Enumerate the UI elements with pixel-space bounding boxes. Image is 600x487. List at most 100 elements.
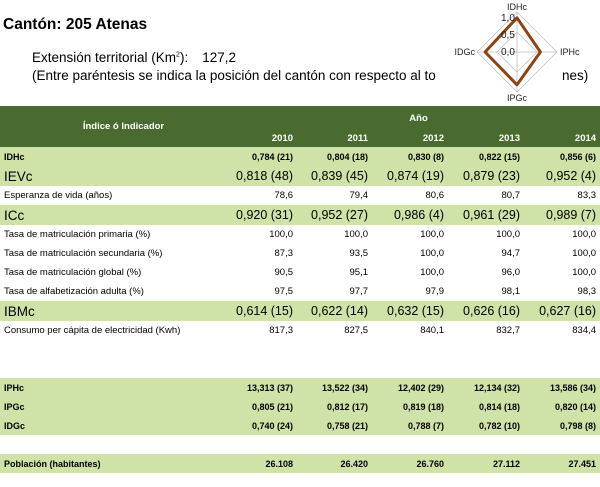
year-header-row: 2010 2011 2012 2013 2014: [0, 130, 600, 147]
row-value: 0,788 (7): [372, 416, 448, 435]
table-row: IBMc 0,614 (15) 0,622 (14) 0,632 (15) 0,626 …: [0, 301, 600, 321]
row-value: 0,804 (18): [297, 147, 372, 166]
year-2013: 2013: [448, 130, 524, 147]
row-value: 0,952 (4): [524, 166, 600, 186]
row-value: 0,798 (8): [524, 416, 600, 435]
table-row: IDGc 0,740 (24) 0,758 (21) 0,788 (7) 0,782 (…: [0, 416, 600, 435]
row-value: 0,626 (16): [448, 301, 524, 321]
row-value: 94,7: [501, 248, 521, 259]
row-value: 13,586 (34): [524, 378, 600, 397]
radar-tick-3: 0,0: [501, 47, 515, 58]
row-value: 0,782 (10): [448, 416, 524, 435]
table-row: Población (habitantes) 26.108 26.420 26.760…: [0, 454, 600, 473]
row-value: 97,7: [349, 286, 369, 297]
row-value: 98,1: [501, 286, 521, 297]
row-value: 0,814 (18): [448, 397, 524, 416]
row-value: 100,0: [269, 229, 293, 240]
row-value: 80,7: [501, 190, 521, 201]
spacer-cell: [0, 435, 600, 454]
row-value: 100,0: [344, 229, 368, 240]
row-value: 0,632 (15): [372, 301, 448, 321]
row-value: 0,820 (14): [524, 397, 600, 416]
row-value: 0,830 (8): [372, 147, 448, 166]
table-row: Esperanza de vida (años) 78,6 79,4 80,6 80,7…: [0, 186, 600, 205]
row-label: Tasa de matriculación global (%): [4, 267, 142, 278]
row-value: 0,986 (4): [372, 205, 448, 225]
row-value: 80,6: [425, 190, 445, 201]
row-label: ICc: [0, 205, 221, 225]
table-row: IEVc 0,818 (48) 0,839 (45) 0,874 (19) 0,879 …: [0, 166, 600, 186]
table-row: IDHc 0,784 (21) 0,804 (18) 0,830 (8) 0,822 (…: [0, 147, 600, 166]
radar-tick-2: 0,5: [501, 30, 515, 41]
row-value: 827,5: [344, 325, 368, 336]
row-value: 0,920 (31): [221, 205, 297, 225]
extension-unit-superscript: 2: [176, 51, 180, 59]
row-value: 0,812 (17): [297, 397, 372, 416]
radar-ring-inner: [496, 31, 538, 73]
radar-axis-label-idhc: IDHc: [507, 2, 527, 12]
row-value: 12,402 (29): [372, 378, 448, 397]
spacer-row: [0, 435, 600, 454]
radar-axis-label-iphc: IPHc: [560, 47, 580, 57]
table-row: Tasa de matriculación global (%) 90,5 95,1…: [0, 263, 600, 282]
row-value: 0,952 (27): [297, 205, 372, 225]
row-label: IBMc: [0, 301, 221, 321]
row-value: 0,839 (45): [297, 166, 372, 186]
row-value: 96,0: [501, 267, 521, 278]
row-value: 78,6: [274, 190, 294, 201]
extension-value: 127,2: [202, 50, 236, 65]
row-value: 0,874 (19): [372, 166, 448, 186]
year-header: Año: [221, 106, 600, 130]
row-value: 100,0: [572, 267, 597, 278]
table-row: Tasa de matriculación primaria (%) 100,0 1…: [0, 225, 600, 244]
row-label: Esperanza de vida (años): [4, 190, 113, 201]
row-value: 26.108: [221, 454, 297, 473]
year-2014: 2014: [524, 130, 600, 147]
row-label: Tasa de matriculación secundaria (%): [4, 248, 163, 259]
row-value: 87,3: [274, 248, 294, 259]
spacer-row: [0, 359, 600, 378]
table-row: Consumo per cápita de electricidad (Kwh)…: [0, 321, 600, 340]
row-value: 100,0: [496, 229, 520, 240]
row-value: 832,7: [496, 325, 520, 336]
row-label: Consumo per cápita de electricidad (Kwh): [4, 325, 181, 336]
radar-axis-label-ipgc: IPGc: [507, 93, 528, 103]
row-value: 0,740 (24): [221, 416, 297, 435]
table-row: Tasa de alfabetización adulta (%) 97,5 97,…: [0, 282, 600, 301]
row-value: 0,879 (23): [448, 166, 524, 186]
row-label: IPGc: [0, 397, 221, 416]
row-label: Tasa de alfabetización adulta (%): [4, 286, 144, 297]
row-value: 840,1: [420, 325, 444, 336]
table-header-row: Índice ó Indicador Año: [0, 106, 600, 147]
spacer-cell: [0, 340, 600, 359]
row-value: 0,961 (29): [448, 205, 524, 225]
row-value: 26.420: [297, 454, 372, 473]
row-value: 13,313 (37): [221, 378, 297, 397]
row-label: Población (habitantes): [0, 454, 221, 473]
year-2011: 2011: [297, 130, 372, 147]
row-label: IDHc: [0, 147, 221, 166]
table-row: IPHc 13,313 (37) 13,522 (34) 12,402 (29) 12,…: [0, 378, 600, 397]
page-title: Cantón: 205 Atenas: [3, 16, 148, 33]
row-value: 90,5: [274, 267, 294, 278]
row-value: 0,856 (6): [524, 147, 600, 166]
row-value: 100,0: [420, 248, 444, 259]
row-value: 95,1: [349, 267, 369, 278]
row-label: IDGc: [0, 416, 221, 435]
radar-series-line: [483, 16, 542, 87]
row-value: 817,3: [269, 325, 293, 336]
row-value: 100,0: [572, 248, 597, 259]
row-value: 0,627 (16): [524, 301, 600, 321]
row-value: 93,5: [349, 248, 369, 259]
year-2012: 2012: [372, 130, 448, 147]
row-label: Tasa de matriculación primaria (%): [4, 229, 151, 240]
year-2010: 2010: [221, 130, 297, 147]
spacer-cell: [0, 359, 600, 378]
row-label: IEVc: [0, 166, 221, 186]
row-value: 0,614 (15): [221, 301, 297, 321]
radar-tick-1: 1,0: [501, 13, 515, 24]
row-value: 100,0: [420, 267, 444, 278]
radar-ring-outer: [476, 11, 558, 93]
table-row: ICc 0,920 (31) 0,952 (27) 0,986 (4) 0,961 (2…: [0, 205, 600, 225]
territorial-extension: Extensión territorial (Km2): 127,2: [32, 50, 236, 65]
